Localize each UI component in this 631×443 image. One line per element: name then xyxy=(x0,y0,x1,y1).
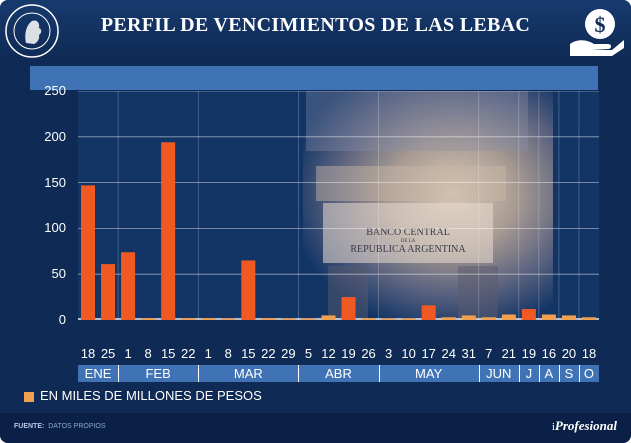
x-tick-label: 3 xyxy=(384,346,393,361)
source-label: FUENTE: xyxy=(14,423,45,430)
y-tick-label: 50 xyxy=(51,266,66,282)
month-label: O xyxy=(583,366,595,381)
bar-19 xyxy=(461,315,476,320)
month-label: FEB xyxy=(145,366,171,381)
source-value: DATOS PROPIOS xyxy=(48,423,106,430)
bar-1 xyxy=(101,264,116,320)
svg-text:$: $ xyxy=(595,12,606,37)
x-tick-label: 29 xyxy=(281,346,296,361)
sign-line-2: DE LA xyxy=(401,239,416,244)
sign-line-1: BANCO CENTRAL xyxy=(366,227,450,238)
x-tick-label: 12 xyxy=(321,346,336,361)
bar-6 xyxy=(201,318,216,320)
bar-23 xyxy=(541,314,556,320)
x-tick-label: 15 xyxy=(160,346,176,361)
bar-21 xyxy=(501,314,516,320)
x-tick-label: 20 xyxy=(561,346,577,361)
month-band xyxy=(78,365,599,382)
month-label: MAY xyxy=(415,366,443,381)
bar-4 xyxy=(161,142,176,320)
bar-2 xyxy=(121,252,136,320)
x-tick-label: 24 xyxy=(441,346,456,361)
y-tick-label: 100 xyxy=(44,220,66,236)
bar-18 xyxy=(441,317,456,320)
bar-24 xyxy=(561,315,576,320)
x-tick-label: 26 xyxy=(361,346,376,361)
bar-3 xyxy=(141,318,156,320)
month-separator xyxy=(198,365,200,382)
bar-25 xyxy=(581,317,596,320)
bar-17 xyxy=(421,305,436,320)
legend-swatch xyxy=(24,392,34,402)
bar-7 xyxy=(221,318,236,320)
brand-logo: iProfesional xyxy=(552,418,617,434)
plot-area: BANCO CENTRAL DE LA REPUBLICA ARGENTINA xyxy=(78,91,599,320)
sign-line-3: REPUBLICA ARGENTINA xyxy=(350,244,466,255)
x-tick-label: 31 xyxy=(461,346,476,361)
bar-14 xyxy=(361,318,376,320)
bar-9 xyxy=(261,318,276,320)
month-separator xyxy=(558,365,560,382)
month-separator xyxy=(298,365,300,382)
bar-8 xyxy=(241,260,256,320)
month-separator xyxy=(478,365,480,382)
chart-title: PERFIL DE VENCIMIENTOS DE LAS LEBAC xyxy=(100,14,531,36)
hand-dollar-icon: $ xyxy=(570,9,624,56)
x-tick-label: 1 xyxy=(124,346,132,361)
y-tick-label: 250 xyxy=(44,83,66,98)
x-tick-label: 18 xyxy=(581,346,597,361)
month-separator xyxy=(118,365,120,382)
bar-11 xyxy=(301,318,316,320)
month-separator xyxy=(518,365,520,382)
x-tick-label: 25 xyxy=(100,346,116,361)
bar-20 xyxy=(481,317,496,320)
x-tick-label: 5 xyxy=(304,346,313,361)
x-tick-label: 19 xyxy=(341,346,356,361)
month-label: S xyxy=(564,366,574,381)
bar-0 xyxy=(81,185,96,320)
bar-12 xyxy=(321,315,336,320)
bar-5 xyxy=(181,318,196,320)
y-tick-label: 200 xyxy=(44,128,66,144)
x-tick-label: 22 xyxy=(261,346,276,361)
x-tick-label: 21 xyxy=(501,346,517,361)
top-band xyxy=(30,66,598,90)
month-label: A xyxy=(544,366,554,381)
bar-chart-svg xyxy=(78,91,599,320)
y-tick-label: 150 xyxy=(44,174,66,190)
month-label: ENE xyxy=(84,366,112,381)
bar-10 xyxy=(281,318,296,320)
bar-22 xyxy=(521,309,536,320)
x-tick-label: 8 xyxy=(224,346,232,361)
month-label: J xyxy=(525,366,533,381)
x-tick-label: 7 xyxy=(485,346,493,361)
month-separator xyxy=(538,365,540,382)
bar-16 xyxy=(401,318,416,320)
y-tick-label: 0 xyxy=(58,312,66,327)
x-tick-label: 10 xyxy=(401,346,416,361)
header xyxy=(0,0,631,58)
x-tick-label: 16 xyxy=(541,346,557,361)
x-tick-label: 1 xyxy=(204,346,212,361)
bcra-seal-logo xyxy=(5,4,59,58)
month-label: MAR xyxy=(233,366,263,381)
month-label: ABR xyxy=(325,366,352,381)
source-note: FUENTE: DATOS PROPIOS xyxy=(14,423,106,430)
brand-i: i xyxy=(551,421,555,433)
x-tick-label: 15 xyxy=(241,346,256,361)
legend-label: EN MILES DE MILLONES DE PESOS xyxy=(40,388,262,403)
footer-bar xyxy=(0,413,631,443)
bar-15 xyxy=(381,318,396,320)
month-separator xyxy=(578,365,580,382)
x-tick-label: 8 xyxy=(144,346,152,361)
x-tick-label: 18 xyxy=(80,346,96,361)
brand-name: Profesional xyxy=(554,418,617,433)
x-tick-label: 17 xyxy=(421,346,436,361)
x-tick-label: 19 xyxy=(521,346,537,361)
bar-13 xyxy=(341,297,356,320)
month-separator xyxy=(378,365,380,382)
x-tick-label: 22 xyxy=(180,346,196,361)
month-label: JUN xyxy=(486,366,512,381)
